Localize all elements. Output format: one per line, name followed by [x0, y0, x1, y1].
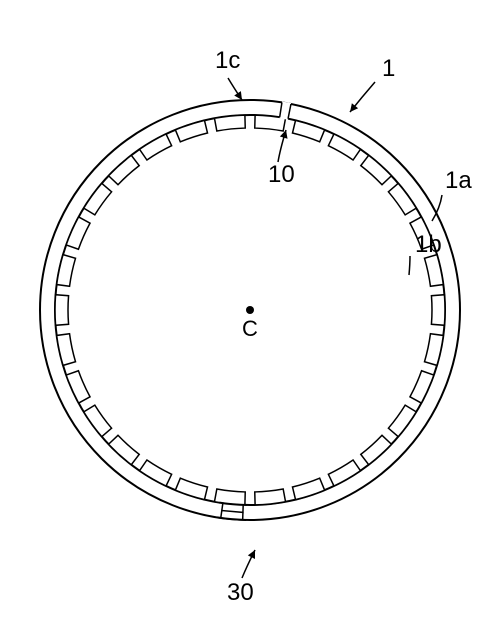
center-label: C [242, 316, 258, 341]
ring-segment [214, 115, 245, 131]
label-1b: 1b [415, 231, 442, 258]
leader-arrowhead [234, 91, 242, 100]
ring-segment [255, 489, 286, 505]
leader-ld_30 [242, 550, 255, 578]
joint-30-step [222, 503, 223, 510]
leader-ld_1c [228, 78, 242, 100]
center-point [246, 306, 254, 314]
label-1a: 1a [445, 167, 472, 194]
label-30: 30 [227, 579, 254, 606]
ring-segment [214, 489, 245, 505]
label-10: 10 [268, 161, 295, 188]
ring-segment [55, 295, 69, 326]
label-1: 1 [382, 55, 395, 82]
leader-ld_1 [350, 82, 375, 112]
label-1c: 1c [215, 47, 240, 74]
ring-segment [431, 295, 445, 326]
